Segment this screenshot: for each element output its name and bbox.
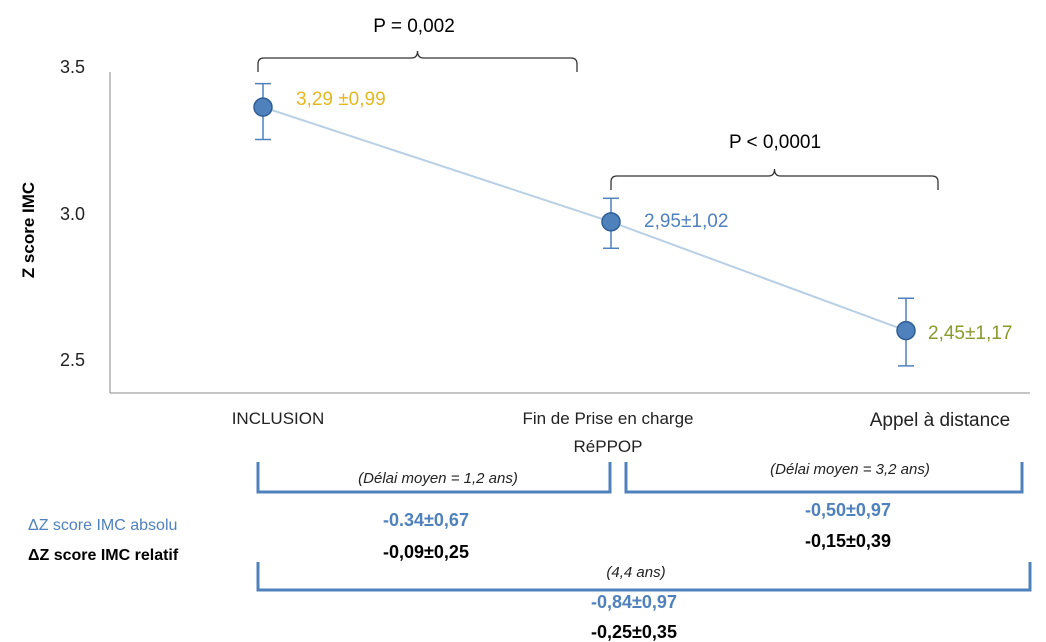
delta-bracket-period1: [256, 462, 612, 494]
delta-absolute-period1: -0.34±0,67: [383, 510, 469, 530]
y-tick-label: 2.5: [60, 350, 85, 370]
row-label-relative: ΔZ score IMC relatif: [28, 547, 179, 564]
delay-label-period2: (Délai moyen = 3,2 ans): [770, 461, 930, 478]
delta-absolute-period2: -0,50±0,97: [805, 500, 891, 520]
point-label-appel: 2,45±1,17: [928, 323, 1012, 344]
data-point-2: [896, 320, 916, 341]
y-tick-label: 3.0: [60, 204, 85, 224]
comparison-layer: [257, 50, 939, 190]
comparison-brace-1: [257, 50, 578, 72]
x-tick-label-inclusion: INCLUSION: [232, 409, 325, 428]
delta-bracket-total: [256, 562, 1032, 592]
p-value-label-1: P = 0,002: [373, 16, 455, 37]
delay-label-period1: (Délai moyen = 1,2 ans): [358, 470, 518, 487]
series-layer: [253, 82, 916, 367]
delta-relative-total: -0,25±0,35: [591, 622, 677, 642]
delta-absolute-total: -0,84±0,97: [591, 592, 677, 612]
data-point-1: [601, 212, 621, 232]
y-tick-label: 3.5: [60, 57, 85, 77]
x-tick-label-appel-a-distance: Appel à distance: [870, 410, 1011, 431]
delta-relative-period1: -0,09±0,25: [383, 542, 469, 562]
p-value-label-2: P < 0,0001: [729, 132, 821, 153]
y-axis-label: Z score IMC: [19, 182, 38, 278]
x-tick-label-reppop: RéPPOP: [574, 437, 643, 456]
row-label-absolute: ΔZ score IMC absolu: [28, 517, 177, 534]
point-label-fin: 2,95±1,02: [644, 211, 728, 232]
delta-relative-period2: -0,15±0,39: [805, 531, 891, 551]
point-label-inclusion: 3,29 ±0,99: [296, 89, 386, 110]
data-point-0: [253, 97, 273, 117]
delay-label-total: (4,4 ans): [606, 564, 665, 581]
delta-bracket-period2: [624, 462, 1024, 494]
comparison-brace-2: [610, 168, 939, 190]
x-tick-label-fin-prise-en-charge: Fin de Prise en charge: [522, 409, 693, 428]
